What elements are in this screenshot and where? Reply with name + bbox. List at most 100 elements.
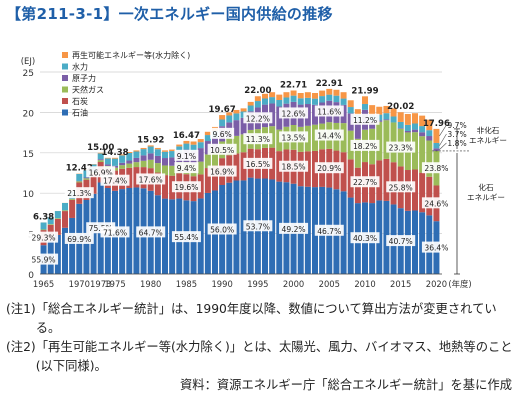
segment-label-2005-石炭: 20.9% xyxy=(317,164,341,173)
bar-1997-水力 xyxy=(269,97,276,104)
segment-label-1995-天然ガス: 11.3% xyxy=(246,135,270,144)
bar-1986-水力 xyxy=(190,144,197,152)
legend-swatch-水力 xyxy=(62,63,68,70)
bar-1982-原子力 xyxy=(162,158,168,166)
segment-label-bg-1990-石油 xyxy=(207,223,237,235)
bar-1966-天然ガス xyxy=(47,224,54,225)
bar-1978-再生可能エネルギー等(水力除く) xyxy=(133,150,140,152)
bar-1995-再生可能エネルギー等(水力除く) xyxy=(254,96,261,102)
bracket-nonfossil-label-1: 非化石 xyxy=(477,125,500,135)
segment-label-2005-石油: 46.7% xyxy=(317,227,341,236)
y-axis-label: (EJ) xyxy=(21,57,36,67)
bar-2015-水力 xyxy=(397,121,404,129)
bar-1996-再生可能エネルギー等(水力除く) xyxy=(262,93,268,99)
bar-1980-再生可能エネルギー等(水力除く) xyxy=(147,145,154,147)
bar-1992-再生可能エネルギー等(水力除く) xyxy=(233,109,240,114)
bar-1978-原子力 xyxy=(133,157,140,163)
bar-2018-原子力 xyxy=(419,132,426,137)
bar-1999-再生可能エネルギー等(水力除く) xyxy=(283,92,290,98)
total-label-1973: 15.00 xyxy=(87,143,114,153)
bracket-fossil-label-1: 化石 xyxy=(478,182,494,192)
segment-label-2020-天然ガス: 23.8% xyxy=(424,164,448,173)
y-tick-label-15: 15 xyxy=(23,150,34,160)
callout-label-再生可能エネルギー等(水力除く): 9.7% xyxy=(447,121,466,130)
bar-1977-再生可能エネルギー等(水力除く) xyxy=(126,151,133,153)
bar-2016-原子力 xyxy=(404,130,411,133)
bar-2009-原子力 xyxy=(354,120,361,139)
segment-label-1980-石炭: 17.6% xyxy=(139,175,163,184)
segment-label-1990-天然ガス: 10.5% xyxy=(210,146,234,155)
bar-1987-原子力 xyxy=(197,148,204,162)
bar-1999-水力 xyxy=(283,97,290,104)
bar-1988-水力 xyxy=(204,135,211,142)
legend-swatch-再生可能エネルギー等(水力除く) xyxy=(62,52,68,58)
bar-2016-再生可能エネルギー等(水力除く) xyxy=(404,114,411,125)
bar-1984-水力 xyxy=(176,146,183,153)
bar-1998-水力 xyxy=(276,100,283,107)
bar-1973-水力 xyxy=(97,153,104,160)
bar-2011-原子力 xyxy=(369,121,376,129)
segment-label-2010-石炭: 22.7% xyxy=(353,178,377,187)
x-tick-label-1985: 1985 xyxy=(176,279,197,289)
bar-1981-天然ガス xyxy=(154,163,161,173)
legend-swatch-天然ガス xyxy=(62,86,68,93)
total-label-1985: 16.47 xyxy=(173,131,200,141)
bar-1988-天然ガス xyxy=(204,154,211,169)
bar-2004-再生可能エネルギー等(水力除く) xyxy=(319,90,326,97)
bar-2019-水力 xyxy=(426,130,433,137)
bar-1983-再生可能エネルギー等(水力除く) xyxy=(169,149,176,152)
segment-label-bg-2010-原子力 xyxy=(350,113,380,125)
bar-2008-再生可能エネルギー等(水力除く) xyxy=(347,100,354,108)
segment-label-bg-1995-石油 xyxy=(243,220,273,232)
segment-label-bg-2000-石炭 xyxy=(279,160,309,172)
bar-1994-再生可能エネルギー等(水力除く) xyxy=(247,101,254,106)
segment-label-1995-石油: 53.7% xyxy=(246,222,270,231)
legend-label-石炭: 石炭 xyxy=(72,97,88,106)
segment-label-2000-石油: 49.2% xyxy=(282,225,306,234)
segment-label-bg-1980-石油 xyxy=(136,226,166,238)
bar-2013-水力 xyxy=(383,113,390,120)
bar-2006-水力 xyxy=(333,95,340,103)
x-tick-label-1965: 1965 xyxy=(33,279,54,289)
legend-label-天然ガス: 天然ガス xyxy=(72,85,104,95)
bar-1979-天然ガス xyxy=(140,160,147,168)
x-tick-label-2015: 2015 xyxy=(390,279,411,289)
segment-label-2015-石油: 40.7% xyxy=(389,237,413,246)
segment-label-1990-原子力: 9.6% xyxy=(212,130,231,139)
x-tick-label-1970: 1970 xyxy=(69,279,90,289)
bar-1987-再生可能エネルギー等(水力除く) xyxy=(197,139,204,143)
bar-1993-再生可能エネルギー等(水力除く) xyxy=(240,108,247,112)
segment-label-bg-2000-天然ガス xyxy=(279,131,309,143)
y-tick-label-10: 10 xyxy=(23,190,35,200)
segment-label-bg-1985-天然ガス xyxy=(174,162,199,174)
bracket-nonfossil-label-2: エネルギー xyxy=(469,136,507,145)
segment-label-1970-石油: 69.9% xyxy=(67,235,91,244)
segment-label-1985-原子力: 9.1% xyxy=(177,152,196,161)
x-tick-label-2020: 2020 xyxy=(426,279,447,289)
x-tick-label-1975: 1975 xyxy=(104,279,125,289)
legend-label-石油: 石油 xyxy=(72,108,88,118)
segment-label-1965-石炭: 29.3% xyxy=(32,234,56,243)
legend-swatch-原子力 xyxy=(62,75,68,81)
total-label-1970: 12.42 xyxy=(66,164,93,174)
segment-label-2000-石炭: 18.5% xyxy=(282,163,306,172)
segment-label-2010-原子力: 11.2% xyxy=(353,116,377,125)
total-label-1980: 15.92 xyxy=(137,135,164,145)
page-title: 【第211-3-1】一次エネルギー国内供給の推移 xyxy=(6,5,333,23)
callout-line-水力 xyxy=(439,133,447,146)
bar-2011-再生可能エネルギー等(水力除く) xyxy=(369,105,376,116)
bar-1976-再生可能エネルギー等(水力除く) xyxy=(119,154,126,156)
segment-label-bg-2020-天然ガス xyxy=(421,162,451,174)
bar-2002-再生可能エネルギー等(水力除く) xyxy=(304,92,311,98)
bar-1983-原子力 xyxy=(169,157,176,166)
bar-2020-再生可能エネルギー等(水力除く) xyxy=(433,128,440,143)
bar-2019-原子力 xyxy=(426,136,433,141)
bar-1992-原子力 xyxy=(233,120,240,136)
segment-label-2020-石油: 36.4% xyxy=(424,244,448,253)
bar-1987-天然ガス xyxy=(197,161,204,175)
bar-1976-天然ガス xyxy=(119,165,126,169)
bar-1980-原子力 xyxy=(147,153,154,160)
bar-1982-再生可能エネルギー等(水力除く) xyxy=(162,150,168,152)
x-tick-label-1990: 1990 xyxy=(211,279,232,289)
segment-label-2015-石炭: 25.8% xyxy=(389,183,413,192)
